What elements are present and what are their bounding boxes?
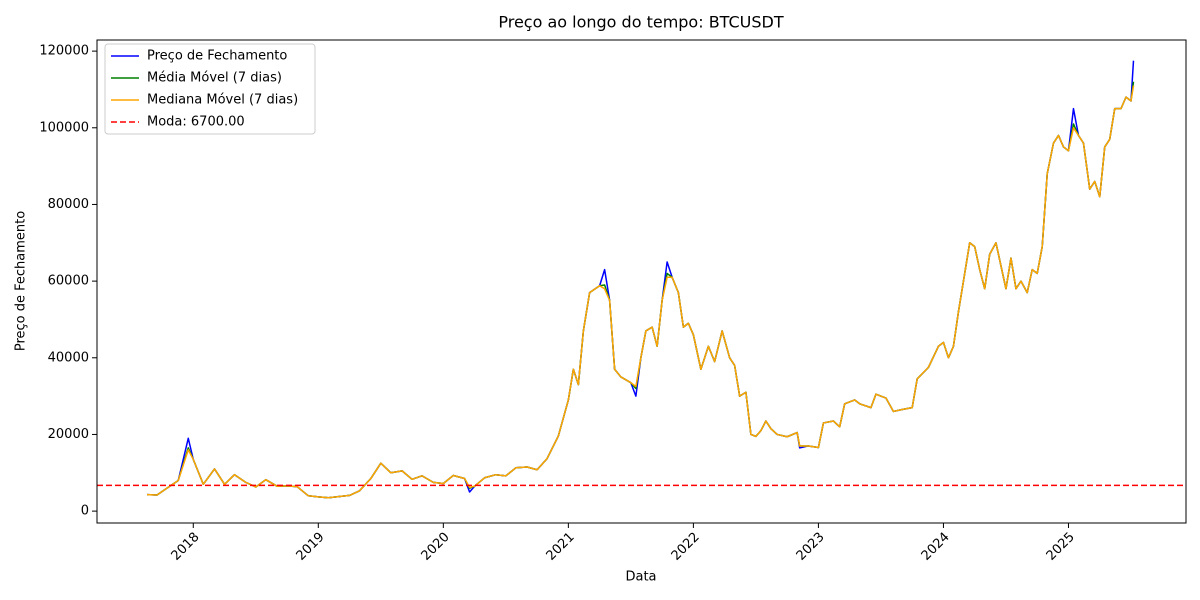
series-line: [146, 81, 1135, 499]
y-tick-label: 20000: [48, 427, 89, 442]
x-tick-label: 2022: [669, 530, 703, 564]
legend-box: [104, 43, 316, 135]
y-tick-label: 40000: [48, 350, 89, 365]
legend: Preço de Fechamento Média Móvel (7 dias) M…: [104, 43, 316, 135]
series-line: [146, 85, 1135, 499]
x-tick-label: 2019: [294, 530, 328, 564]
y-tick-label: 80000: [48, 197, 89, 212]
y-tick-label: 60000: [48, 274, 89, 289]
x-tick-label: 2021: [544, 530, 578, 564]
y-tick-label: 0: [81, 504, 89, 519]
legend-label: Moda: 6700.00: [147, 115, 245, 130]
axes-frame: [96, 39, 1187, 524]
chart-title: Preço ao longo do tempo: BTCUSDT: [498, 13, 784, 32]
legend-label: Preço de Fechamento: [147, 49, 287, 64]
x-tick-label: 2020: [419, 530, 453, 564]
x-tick-label: 2018: [169, 530, 203, 564]
x-tick-label: 2023: [794, 530, 828, 564]
y-tick-label: 120000: [39, 44, 89, 59]
x-tick-label: 2024: [919, 530, 953, 564]
y-axis-label: Preço de Fechamento: [14, 211, 29, 351]
x-tick-label: 2025: [1044, 530, 1078, 564]
y-tick-label: 100000: [39, 120, 89, 135]
x-axis-label: Data: [625, 570, 656, 585]
legend-label: Média Móvel (7 dias): [147, 71, 282, 86]
legend-label: Mediana Móvel (7 dias): [147, 93, 298, 108]
